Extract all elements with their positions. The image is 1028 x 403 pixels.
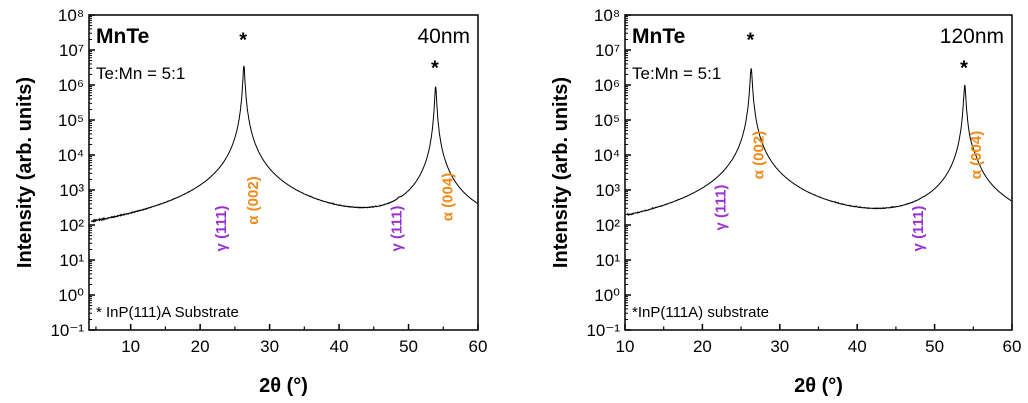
x-tick-label: 50 — [925, 337, 944, 356]
y-tick-label: 10⁷ — [595, 41, 620, 60]
alpha-peak-label: α (004) — [968, 131, 985, 179]
alpha-peak-label: α (002) — [245, 176, 262, 224]
alpha-peak-label: α (002) — [751, 131, 768, 179]
y-axis-title: Intensity (arb. units) — [550, 77, 572, 268]
y-tick-label: 10⁸ — [594, 6, 620, 25]
y-tick-label: 10¹ — [59, 251, 84, 270]
alpha-peak-label: α (004) — [439, 173, 456, 221]
gamma-peak-label: γ (111) — [713, 185, 730, 231]
substrate-peak-star: * — [960, 58, 968, 80]
y-tick-label: 10⁵ — [594, 111, 620, 130]
xrd-trace — [626, 68, 1012, 216]
y-tick-label: 10³ — [59, 181, 84, 200]
y-tick-label: 10⁻¹ — [586, 321, 620, 340]
x-tick-label: 30 — [260, 337, 279, 356]
x-tick-label: 60 — [469, 337, 488, 356]
panel-2: 10 20 30 40 50 60 10⁻¹ 10⁰ 10¹ 10² 10³ 10⁴ 10⁵ 10⁶ 10⁷… — [550, 6, 1021, 397]
thickness-label: 40nm — [417, 25, 470, 48]
xrd-trace — [91, 65, 478, 224]
plot-frame — [624, 14, 1013, 331]
x-tick-label: 20 — [693, 337, 712, 356]
x-tick-label: 50 — [399, 337, 418, 356]
substrate-note: * InP(111)A Substrate — [96, 304, 239, 321]
y-tick-label: 10² — [595, 216, 620, 235]
substrate-peak-star: * — [746, 30, 754, 52]
gamma-peak-label: γ (111) — [213, 206, 230, 252]
y-tick-label: 10⁰ — [58, 286, 84, 305]
sample-label: MnTe — [96, 25, 149, 48]
y-tick-label: 10⁷ — [59, 41, 84, 60]
y-tick-label: 10⁰ — [594, 286, 620, 305]
x-tick-label: 30 — [770, 337, 789, 356]
panel-1: 10 20 30 40 50 60 10⁻¹ 10⁰ 10¹ 10² 10³ 10⁴ 10⁵ 10⁶ 10⁷… — [14, 6, 487, 397]
y-tick-label: 10⁶ — [594, 76, 620, 95]
gamma-peak-label: γ (111) — [389, 206, 406, 252]
x-tick-label: 40 — [330, 337, 349, 356]
y-tick-label: 10⁵ — [58, 111, 84, 130]
ratio-label: Te:Mn = 5:1 — [96, 64, 185, 83]
y-tick-label: 10⁴ — [58, 146, 84, 165]
thickness-label: 120nm — [940, 25, 1004, 48]
x-tick-label: 10 — [616, 337, 635, 356]
x-tick-label: 60 — [1003, 337, 1022, 356]
substrate-peak-star: * — [239, 30, 247, 52]
substrate-note: *InP(111A) substrate — [632, 304, 769, 321]
y-tick-label: 10⁶ — [58, 76, 84, 95]
y-tick-label: 10¹ — [595, 251, 620, 270]
sample-label: MnTe — [632, 25, 685, 48]
y-axis-title: Intensity (arb. units) — [14, 77, 36, 268]
substrate-peak-star: * — [431, 58, 439, 80]
y-tick-label: 10² — [59, 216, 84, 235]
y-tick-label: 10⁻¹ — [50, 321, 84, 340]
x-axis-title: 2θ (°) — [259, 375, 308, 397]
plot-frame — [88, 14, 479, 331]
x-axis-title: 2θ (°) — [794, 375, 843, 397]
y-tick-label: 10³ — [595, 181, 620, 200]
y-tick-label: 10⁸ — [58, 6, 84, 25]
x-tick-label: 40 — [848, 337, 867, 356]
x-tick-label: 10 — [121, 337, 140, 356]
ratio-label: Te:Mn = 5:1 — [632, 64, 721, 83]
gamma-peak-label: γ (111) — [910, 206, 927, 252]
y-tick-label: 10⁴ — [594, 146, 620, 165]
x-tick-label: 20 — [191, 337, 210, 356]
